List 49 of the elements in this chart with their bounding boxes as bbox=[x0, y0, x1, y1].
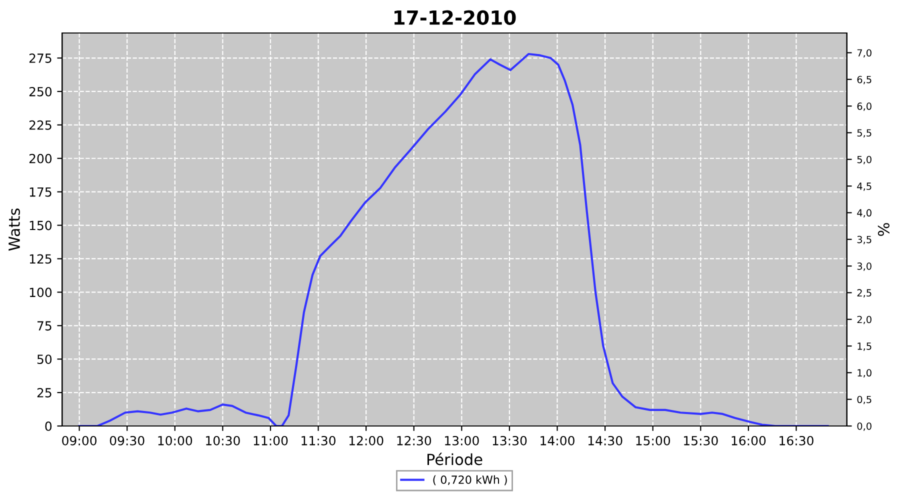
x-axis-title: Période bbox=[427, 452, 482, 466]
chart-title: 17-12-2010 bbox=[394, 10, 516, 25]
y-tick-label: 25 bbox=[37, 388, 52, 398]
x-tick-label: 10:00 bbox=[158, 436, 192, 446]
y-tick-label: 0 bbox=[45, 421, 52, 431]
y2-tick-label: 6,0 bbox=[857, 102, 872, 111]
y2-tick-label: 5,5 bbox=[857, 129, 872, 138]
x-tick-label: 09:30 bbox=[110, 436, 144, 446]
y2-tick-label: 3,5 bbox=[857, 236, 872, 244]
y2-tick-label: 3,0 bbox=[857, 262, 872, 271]
y2-tick-label: 7,0 bbox=[857, 49, 872, 58]
x-tick-label: 16:00 bbox=[732, 436, 766, 446]
x-tick-label: 09:00 bbox=[62, 436, 96, 446]
y2-tick-label: 2,5 bbox=[857, 289, 872, 298]
x-tick-label: 11:00 bbox=[254, 436, 288, 446]
x-tick-label: 12:30 bbox=[397, 436, 432, 446]
line-series bbox=[78, 52, 829, 426]
x-tick-label: 12:00 bbox=[349, 436, 384, 446]
y2-tick-label: 2,0 bbox=[857, 316, 872, 324]
y-axis-title: Watts bbox=[8, 208, 20, 251]
y2-tick-label: 4,5 bbox=[857, 182, 872, 191]
y2-tick-label: 6,5 bbox=[857, 76, 872, 84]
x-tick-label: 15:00 bbox=[636, 436, 670, 446]
y-tick-label: 250 bbox=[29, 86, 52, 96]
y2-tick-label: 1,0 bbox=[858, 369, 872, 378]
y-tick-label: 175 bbox=[30, 187, 52, 197]
y2-tick-label: 5,0 bbox=[857, 156, 872, 164]
y2-axis-title: % bbox=[878, 223, 890, 236]
y-tick-label: 100 bbox=[30, 288, 52, 298]
x-tick-label: 16:30 bbox=[780, 436, 814, 446]
x-tick-label: 13:30 bbox=[492, 436, 527, 446]
y2-tick-label: 0,0 bbox=[857, 422, 872, 431]
y-tick-label: 50 bbox=[37, 354, 52, 364]
x-tick-label: 15:30 bbox=[684, 436, 718, 446]
y-tick-label: 125 bbox=[30, 254, 52, 264]
x-tick-label: 10:30 bbox=[206, 436, 240, 446]
y2-tick-label: 4,0 bbox=[857, 209, 872, 218]
x-tick-label: 13:00 bbox=[445, 436, 479, 446]
y-tick-label: 200 bbox=[29, 154, 52, 164]
y2-tick-label: 1,5 bbox=[858, 342, 872, 351]
x-tick-label: 11:30 bbox=[302, 436, 336, 446]
y2-tick-label: 0,5 bbox=[857, 396, 872, 404]
y-tick-label: 75 bbox=[37, 321, 52, 331]
legend-label: ( 0,720 kWh ) bbox=[433, 475, 507, 486]
y-tick-label: 150 bbox=[30, 220, 52, 230]
y-tick-label: 225 bbox=[29, 120, 52, 130]
y-tick-label: 275 bbox=[29, 53, 52, 63]
x-tick-label: 14:30 bbox=[588, 436, 622, 446]
x-tick-label: 14:00 bbox=[540, 436, 574, 446]
